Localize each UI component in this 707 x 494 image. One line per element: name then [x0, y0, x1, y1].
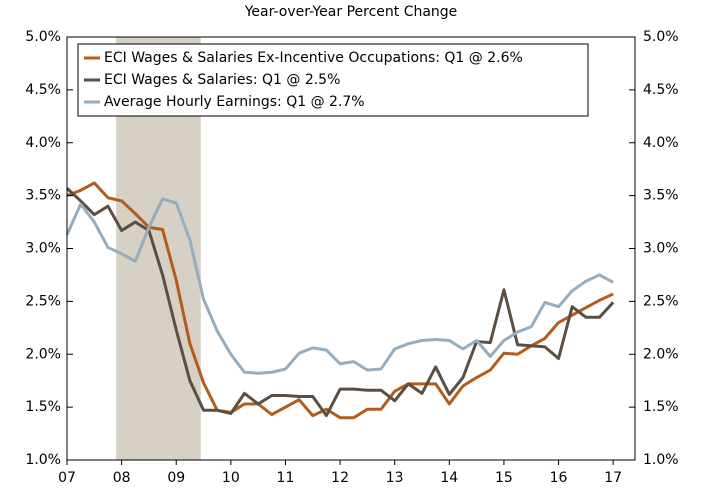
- y-tick-label: 4.0%: [25, 135, 61, 151]
- legend-box: [77, 43, 589, 117]
- y2-tick-label: 1.0%: [643, 452, 679, 468]
- y2-tick-label: 1.5%: [643, 399, 679, 415]
- x-tick-label: 10: [222, 470, 240, 486]
- x-tick-label: 08: [113, 470, 131, 486]
- y-tick-label: 1.0%: [25, 452, 61, 468]
- y-tick-label: 5.0%: [25, 29, 61, 45]
- x-tick-label: 16: [550, 470, 568, 486]
- y-tick-label: 2.0%: [25, 346, 61, 362]
- y2-tick-label: 3.5%: [643, 188, 679, 204]
- y-tick-label: 3.5%: [25, 188, 61, 204]
- y2-tick-label: 5.0%: [643, 29, 679, 45]
- y-tick-label: 2.5%: [25, 293, 61, 309]
- series-line: [65, 197, 614, 375]
- y-tick-label: 1.5%: [25, 399, 61, 415]
- legend-label: ECI Wages & Salaries Ex-Incentive Occupa…: [104, 50, 523, 66]
- chart-subtitle: Year-over-Year Percent Change: [244, 4, 458, 20]
- y-tick-label: 3.0%: [25, 241, 61, 257]
- legend: ECI Wages & Salaries Ex-Incentive Occupa…: [77, 43, 589, 117]
- series-line: [66, 181, 614, 420]
- y2-tick-label: 2.0%: [643, 346, 679, 362]
- y2-tick-label: 2.5%: [643, 293, 679, 309]
- x-tick-label: 17: [604, 470, 622, 486]
- legend-label: ECI Wages & Salaries: Q1 @ 2.5%: [104, 72, 340, 88]
- x-tick-label: 15: [495, 470, 513, 486]
- x-tick-label: 12: [331, 470, 349, 486]
- y2-tick-label: 3.0%: [643, 241, 679, 257]
- y2-tick-label: 4.0%: [643, 135, 679, 151]
- x-tick-label: 14: [440, 470, 458, 486]
- x-tick-label: 11: [277, 470, 295, 486]
- x-tick-label: 13: [386, 470, 404, 486]
- x-tick-label: 09: [167, 470, 185, 486]
- y2-tick-label: 4.5%: [643, 82, 679, 98]
- y-tick-label: 4.5%: [25, 82, 61, 98]
- x-tick-label: 07: [58, 470, 76, 486]
- legend-label: Average Hourly Earnings: Q1 @ 2.7%: [104, 94, 365, 110]
- series-line: [65, 187, 615, 418]
